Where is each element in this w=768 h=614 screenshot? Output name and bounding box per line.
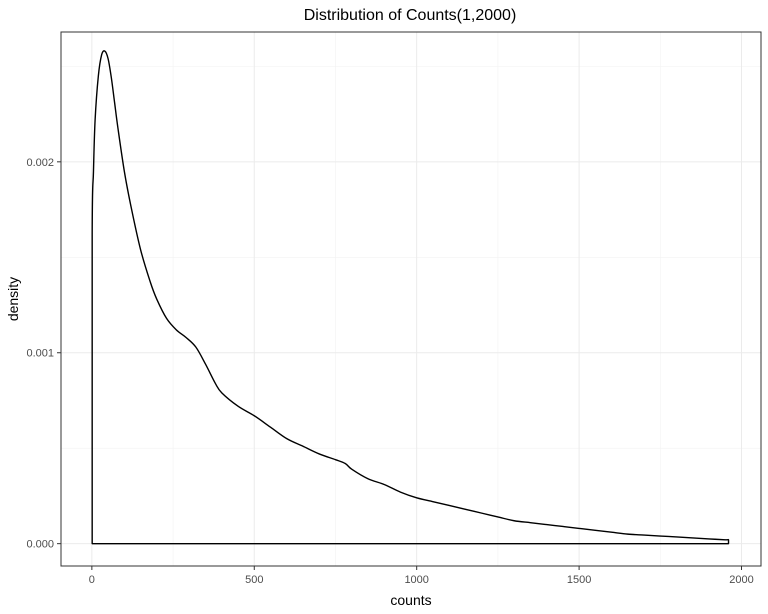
grid-lines: [61, 32, 761, 566]
x-tick-label: 0: [89, 574, 95, 586]
x-tick-label: 1000: [404, 574, 428, 586]
y-tick-label: 0.000: [26, 539, 54, 551]
y-tick-label: 0.001: [26, 348, 54, 360]
density-line: [91, 50, 730, 545]
x-tick-label: 500: [245, 574, 263, 586]
chart-title: Distribution of Counts(1,2000): [304, 7, 517, 24]
x-tick-label: 1500: [567, 574, 591, 586]
axes: 0 500 1000 1500 2000 0.000 0.001 0.002: [26, 157, 753, 586]
panel-border: [60, 31, 762, 567]
x-axis-label: counts: [390, 592, 431, 608]
x-tick-label: 2000: [729, 574, 753, 586]
y-axis-label: density: [5, 277, 21, 321]
y-tick-label: 0.002: [26, 157, 54, 169]
